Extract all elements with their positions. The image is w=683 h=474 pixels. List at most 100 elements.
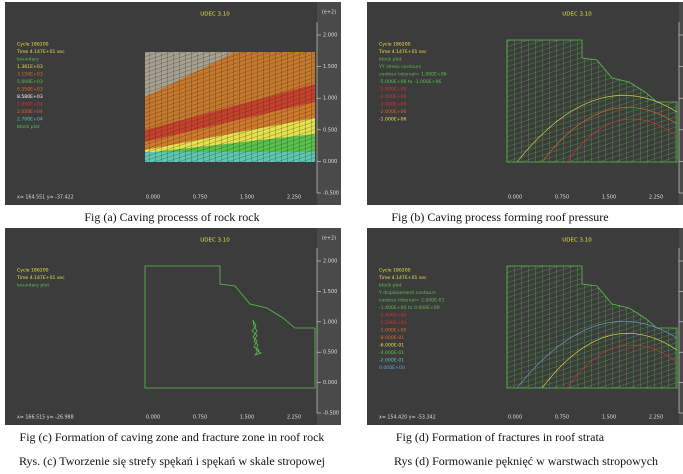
legend-line: 5.000E+03 (17, 79, 43, 85)
legend-line: -3.000E+06 (379, 102, 406, 108)
contour (541, 332, 678, 389)
legend-line: -4.000E-01 (379, 350, 404, 356)
caption: Fig (b) Caving process forming roof pres… (391, 210, 608, 224)
legend-line: -1.200E+00 (379, 320, 406, 326)
x-tick-label: 0.750 (555, 415, 569, 421)
y-tick-label: 1.500 (323, 289, 337, 295)
legend-line: -8.000E-01 (379, 335, 404, 341)
contour (541, 106, 678, 163)
x-tick-label: 1.500 (240, 195, 254, 201)
y-tick-label: -0.500 (323, 191, 339, 197)
legend-line: Time 4.147E+01 sec (16, 275, 65, 281)
legend-line: -1.000E+00 (379, 328, 406, 334)
fracture-zone (251, 319, 262, 356)
contour (516, 95, 678, 163)
legend-line: Time 4.147E+01 sec (16, 49, 65, 55)
y-tick-label: 1.000 (323, 96, 337, 102)
y-tick-label: -0.500 (323, 411, 339, 417)
header: UDEC 3.10 (200, 12, 230, 18)
y-tick-label: 0.500 (323, 350, 337, 356)
legend-line: Cycle 186200 (17, 268, 49, 274)
legend-line: Cycle 186200 (17, 42, 49, 48)
legend-line: -1.000E+06 (379, 117, 406, 123)
x-tick-label: 1.500 (602, 195, 616, 201)
footnote: Rys (d) Formowanie pęknięć w warstwach s… (394, 454, 658, 468)
legend-line: Cycle 186200 (379, 268, 411, 274)
legend-line: -4.000E+06 (379, 94, 406, 100)
legend-line: block plot (379, 57, 402, 63)
legend-line: 8.580E+03 (17, 94, 43, 100)
axis-unit: (e+2) (322, 10, 336, 16)
y-tick-label: 0.500 (323, 127, 337, 133)
legend-line: -1.400E+00 (379, 313, 406, 319)
x-tick-label: 0.000 (508, 415, 522, 421)
caption: Fig (a) Caving processs of rock rock (84, 210, 259, 224)
legend-line: block plot (17, 124, 40, 130)
legend-line: -2.000E+06 (379, 109, 406, 115)
legend-line: 2.700E+04 (17, 117, 43, 123)
x-tick-label: 2.250 (649, 415, 663, 421)
y-tick-label: 0.000 (323, 380, 337, 386)
legend-line: -5.000E+06 (379, 87, 406, 93)
caption: Fig (d) Formation of fractures in roof s… (396, 430, 605, 444)
header: UDEC 3.10 (562, 238, 592, 244)
legend-line: contour interval= 2.000E-01 (379, 298, 445, 304)
contour (566, 118, 678, 163)
coords: x= 154.420 y= -53.342 (379, 415, 436, 421)
coords: x= 166.515 y= -26.988 (17, 415, 74, 421)
legend-line: contour interval= 1.000E+06 (379, 72, 447, 78)
legend-line: YY stress contours (378, 64, 422, 70)
legend-line: -5.000E+06 to -1.000E+06 (379, 79, 441, 85)
legend-line: 6.550E+03 (17, 87, 43, 93)
x-tick-label: 1.500 (240, 415, 254, 421)
contour (516, 321, 678, 389)
x-tick-label: 0.000 (146, 195, 160, 201)
header: UDEC 3.10 (200, 238, 230, 244)
x-tick-label: 0.750 (193, 415, 207, 421)
legend-line: boundary plot (17, 283, 49, 289)
boundary (144, 265, 316, 389)
x-tick-label: 2.250 (649, 195, 663, 201)
header: UDEC 3.10 (562, 12, 592, 18)
axis-unit: (e+2) (322, 236, 336, 242)
legend-line: 2.050E+04 (17, 109, 43, 115)
axis-strip (679, 228, 683, 425)
mesh (145, 52, 315, 162)
x-tick-label: 1.500 (602, 415, 616, 421)
x-tick-label: 0.000 (508, 195, 522, 201)
caption: Fig (c) Formation of caving zone and fra… (20, 430, 325, 444)
footnote: Rys. (c) Tworzenie się strefy spękań i s… (19, 454, 325, 468)
legend-line: 1.361E+03 (17, 64, 43, 70)
x-tick-label: 0.750 (193, 195, 207, 201)
legend-line: block plot (379, 283, 402, 289)
legend-line: Cycle 186200 (379, 42, 411, 48)
legend-line: -2.000E-01 (379, 358, 404, 364)
contour (566, 344, 678, 389)
legend-line: Time 4.147E+01 sec (378, 49, 427, 55)
legend-line: Y displacement contours (378, 290, 436, 296)
legend-line: boundary (17, 57, 39, 63)
x-tick-label: 2.250 (287, 195, 301, 201)
x-tick-label: 0.750 (555, 195, 569, 201)
legend-line: 0.000E+00 (379, 365, 405, 371)
y-tick-label: 2.000 (323, 33, 337, 39)
screen (5, 228, 317, 425)
y-tick-label: 2.000 (323, 259, 337, 265)
legend-line: 1.050E+04 (17, 102, 43, 108)
legend-line: 3.150E+03 (17, 72, 43, 78)
legend-line: Time 4.147E+01 sec (378, 275, 427, 281)
legend-line: -6.000E-01 (379, 343, 404, 349)
x-tick-label: 0.000 (146, 415, 160, 421)
legend-line: -1.400E+00 to 0.000E+00 (379, 305, 440, 311)
y-tick-label: 1.000 (323, 319, 337, 325)
axis-strip (679, 2, 683, 205)
y-tick-label: 1.500 (323, 64, 337, 70)
y-tick-label: 0.000 (323, 159, 337, 165)
x-tick-label: 2.250 (287, 415, 301, 421)
coords: x= 164.551 y= -37.422 (17, 195, 74, 201)
